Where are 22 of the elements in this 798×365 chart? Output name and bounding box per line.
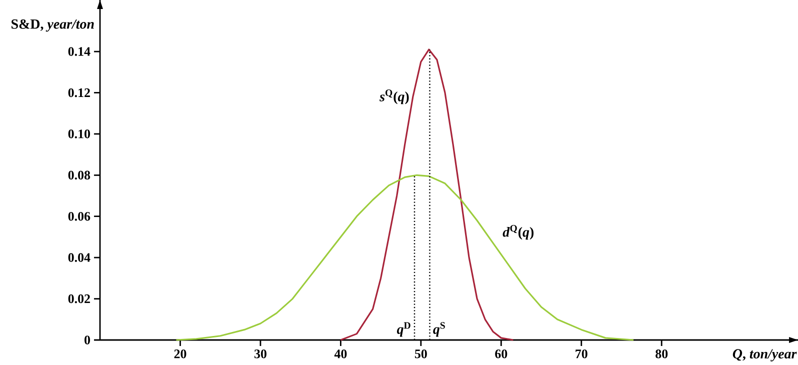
y-tick-label: 0.02 <box>68 294 90 304</box>
x-tick-label: 60 <box>495 350 508 358</box>
series-label: d$^{Q}$(q) <box>502 224 534 240</box>
y-tick-label: 0.14 <box>68 47 90 56</box>
x-tick-label: 40 <box>334 350 347 358</box>
y-tick-label: 0.06 <box>68 212 90 221</box>
x-tick-label: 80 <box>656 350 668 358</box>
x-tick-label: 30 <box>254 350 266 358</box>
y-axis-title: S&D, year/ton <box>12 19 94 32</box>
y-tick-label: 0 <box>84 336 90 344</box>
y-tick-label: 0.04 <box>68 253 90 262</box>
series-label: s$^{Q}$(q) <box>380 90 409 104</box>
y-tick-label: 0.08 <box>68 170 90 180</box>
line-series <box>175 174 634 341</box>
x-tick-label: 20 <box>174 350 186 358</box>
y-tick-label: 0.10 <box>68 130 90 138</box>
x-tick-label: 50 <box>414 350 427 358</box>
x-axis-title: Q, ton/year <box>732 349 797 362</box>
y-tick-label: 0.12 <box>68 88 90 98</box>
x-tick-label: 70 <box>576 350 588 358</box>
annotation: q$^{D}$ <box>396 322 410 337</box>
annotation: q$^{S}$ <box>433 322 445 337</box>
